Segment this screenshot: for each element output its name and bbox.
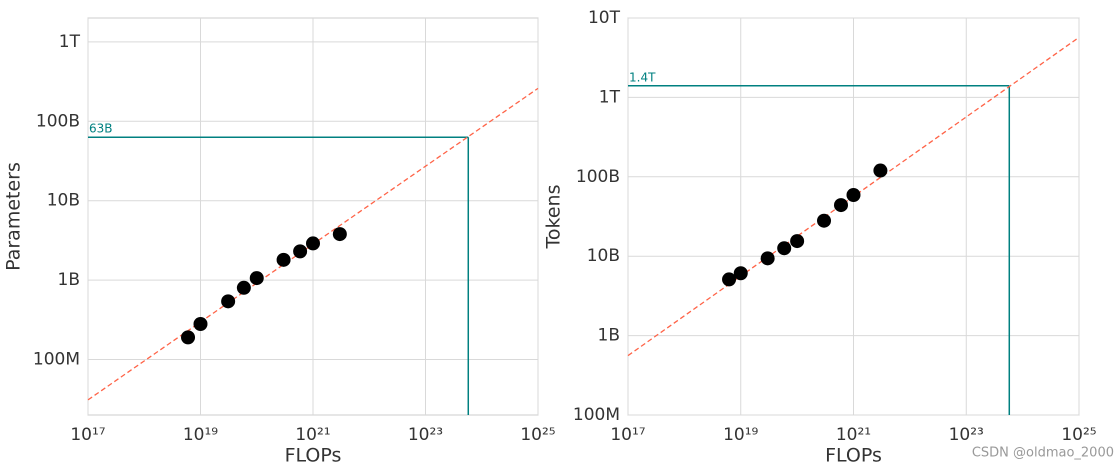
x-tick-label: 10¹⁷: [70, 425, 105, 445]
data-point: [833, 198, 848, 213]
y-tick-label: 100B: [576, 167, 620, 187]
data-point: [817, 213, 832, 228]
data-point: [846, 187, 861, 202]
y-axis-label: Tokens: [543, 185, 565, 250]
data-point: [332, 227, 347, 242]
x-tick-label: 10²³: [408, 425, 443, 445]
x-tick-label: 10¹⁷: [610, 425, 645, 445]
data-point: [249, 271, 264, 286]
x-tick-label: 10²⁵: [1061, 425, 1096, 445]
data-point: [181, 330, 196, 345]
annotation-label: 1.4T: [629, 70, 656, 84]
y-tick-label: 10T: [588, 8, 621, 28]
y-tick-label: 1B: [598, 326, 620, 346]
y-axis-label: Parameters: [3, 162, 25, 271]
x-tick-label: 10¹⁹: [183, 425, 218, 445]
data-point: [790, 234, 805, 249]
data-point: [873, 163, 888, 178]
y-tick-label: 10B: [587, 246, 620, 266]
y-tick-label: 100B: [36, 111, 80, 131]
x-tick-label: 10²¹: [295, 425, 330, 445]
y-tick-label: 10B: [47, 191, 80, 211]
data-point: [221, 294, 236, 309]
y-tick-label: 1T: [59, 32, 81, 52]
data-point: [236, 280, 251, 295]
y-tick-label: 1B: [58, 270, 80, 290]
watermark: CSDN @oldmao_2000: [972, 446, 1114, 461]
y-tick-label: 100M: [573, 405, 620, 425]
data-point: [777, 241, 792, 256]
x-tick-label: 10²³: [949, 425, 984, 445]
data-point: [722, 272, 737, 287]
data-point: [760, 251, 775, 266]
y-tick-label: 1T: [599, 87, 621, 107]
x-axis-label: FLOPs: [825, 445, 882, 467]
annotation-label: 63B: [89, 122, 113, 136]
data-point: [293, 244, 308, 259]
data-point: [276, 252, 291, 267]
data-point: [193, 316, 208, 331]
x-axis-label: FLOPs: [285, 445, 342, 467]
y-tick-label: 100M: [33, 350, 80, 370]
x-tick-label: 10²⁵: [520, 425, 555, 445]
x-tick-label: 10²¹: [836, 425, 871, 445]
data-point: [733, 266, 748, 281]
data-point: [306, 236, 320, 251]
x-tick-label: 10¹⁹: [723, 425, 758, 445]
